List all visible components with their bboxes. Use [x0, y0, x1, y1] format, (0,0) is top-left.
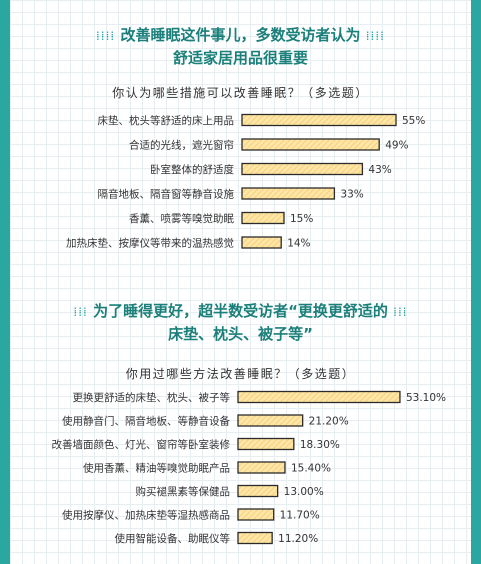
chart2-category-label: 使用按摩仪、加热床垫等湿热感商品 [62, 509, 230, 522]
dot-pattern-icon: ⁞⁞⁞ [393, 305, 408, 319]
chart1-bar [241, 187, 336, 200]
chart1-row: 隔音地板、隔音窗等静音设施 33% [98, 187, 364, 201]
chart2-row: 使用智能设备、助眠仪等 11.20% [115, 531, 318, 545]
dot-pattern-icon: ⁞⁞⁞⁞ [95, 29, 116, 43]
dot-pattern-icon: ⁞⁞⁞⁞ [365, 29, 385, 43]
chart2-bar [237, 414, 304, 427]
chart2-bar [237, 461, 286, 474]
chart1-row: 加热床垫、按摩仪等带来的温热感觉 14% [66, 236, 311, 250]
section1-subtitle: 你认为哪些措施可以改善睡眠？（多选题） [112, 86, 369, 100]
chart1-bar [241, 162, 364, 176]
chart1-value-label: 55% [402, 115, 425, 127]
chart1-row: 卧室整体的舒适度 43% [150, 162, 392, 176]
chart1-row: 合适的光线，遮光窗帘 49% [129, 138, 409, 152]
chart2-bar [237, 508, 275, 521]
chart2-category-label: 购买褪黑素等保健品 [136, 485, 231, 498]
chart2-value-label: 15.40% [291, 463, 331, 475]
chart1-value-label: 14% [287, 238, 310, 250]
chart1-bar [241, 138, 380, 151]
chart2-row: 使用静音门、隔音地板、等静音设备 21.20% [62, 414, 349, 428]
infographic-card: ⁞⁞⁞⁞ 改善睡眠这件事儿，多数受访者认为 ⁞⁞⁞⁞ 舒适家居用品很重要 你认为… [10, 0, 471, 564]
chart1-row: 香薰、喷雾等嗅觉助眠 15% [129, 211, 313, 225]
chart1-bar [241, 211, 285, 225]
chart1-category-label: 卧室整体的舒适度 [150, 163, 234, 176]
chart2-row: 使用香薰、精油等嗅觉助眠产品 15.40% [83, 461, 331, 475]
section2-title-line1: 为了睡得更好，超半数受访者“更换更舒适的 [93, 302, 388, 320]
chart2-bar [237, 437, 295, 451]
chart2-row: 更换更舒适的床垫、枕头、被子等 53.10% [73, 390, 446, 404]
chart1-category-label: 床垫、枕头等舒适的床上用品 [98, 114, 235, 127]
chart2-category-label: 更换更舒适的床垫、枕头、被子等 [73, 391, 231, 404]
chart2-bar [237, 484, 279, 498]
chart2-value-label: 18.30% [300, 439, 340, 451]
chart1-category-label: 隔音地板、隔音窗等静音设施 [98, 188, 235, 201]
chart1-row: 床垫、枕头等舒适的床上用品 55% [98, 113, 425, 127]
section1-title-line2: 舒适家居用品很重要 [172, 49, 308, 67]
chart2-row: 购买褪黑素等保健品 13.00% [136, 484, 324, 498]
section1-title-line1: 改善睡眠这件事儿，多数受访者认为 [120, 26, 361, 44]
chart2-bar [237, 531, 273, 545]
chart2-value-label: 53.10% [406, 392, 446, 404]
chart2-bar [237, 390, 401, 404]
section2-title-line2: 床垫、枕头、被子等” [168, 325, 313, 343]
chart1-value-label: 43% [368, 164, 391, 176]
chart1-value-label: 49% [385, 140, 408, 152]
section2-title: ⁞⁞⁞ 为了睡得更好，超半数受访者“更换更舒适的 ⁞⁞⁞ 床垫、枕头、被子等” [10, 300, 471, 345]
chart2-category-label: 使用静音门、隔音地板、等静音设备 [62, 415, 230, 428]
chart2-value-label: 13.00% [284, 486, 324, 498]
chart2-category-label: 使用智能设备、助眠仪等 [115, 532, 231, 545]
chart2-value-label: 11.70% [280, 510, 320, 522]
chart1-category-label: 香薰、喷雾等嗅觉助眠 [129, 212, 234, 225]
chart1-bar-chart: 床垫、枕头等舒适的床上用品 55% 合适的光线，遮光窗帘 49% 卧室整体的舒适度 43%… [66, 113, 425, 250]
chart2-row: 使用按摩仪、加热床垫等湿热感商品 11.70% [62, 508, 320, 522]
chart2-row: 改善墙面颜色、灯光、窗帘等卧室装修 18.30% [52, 437, 340, 451]
chart2-value-label: 11.20% [278, 533, 318, 545]
chart1-value-label: 33% [340, 189, 363, 201]
section1-title: ⁞⁞⁞⁞ 改善睡眠这件事儿，多数受访者认为 ⁞⁞⁞⁞ 舒适家居用品很重要 [10, 24, 471, 69]
chart1-bar [241, 113, 397, 127]
section2-subtitle: 你用过哪些方法改善睡眠？（多选题） [125, 367, 356, 381]
chart1-category-label: 合适的光线，遮光窗帘 [129, 139, 234, 152]
chart1-bar [241, 236, 282, 249]
chart2-category-label: 改善墙面颜色、灯光、窗帘等卧室装修 [52, 438, 231, 451]
chart2-bar-chart: 更换更舒适的床垫、枕头、被子等 53.10% 使用静音门、隔音地板、等静音设备 21.… [52, 390, 446, 545]
chart1-value-label: 15% [290, 213, 313, 225]
chart1-category-label: 加热床垫、按摩仪等带来的温热感觉 [66, 237, 234, 250]
chart2-value-label: 21.20% [309, 416, 349, 428]
dot-pattern-icon: ⁞⁞⁞ [73, 305, 88, 319]
chart2-category-label: 使用香薰、精油等嗅觉助眠产品 [83, 462, 230, 475]
